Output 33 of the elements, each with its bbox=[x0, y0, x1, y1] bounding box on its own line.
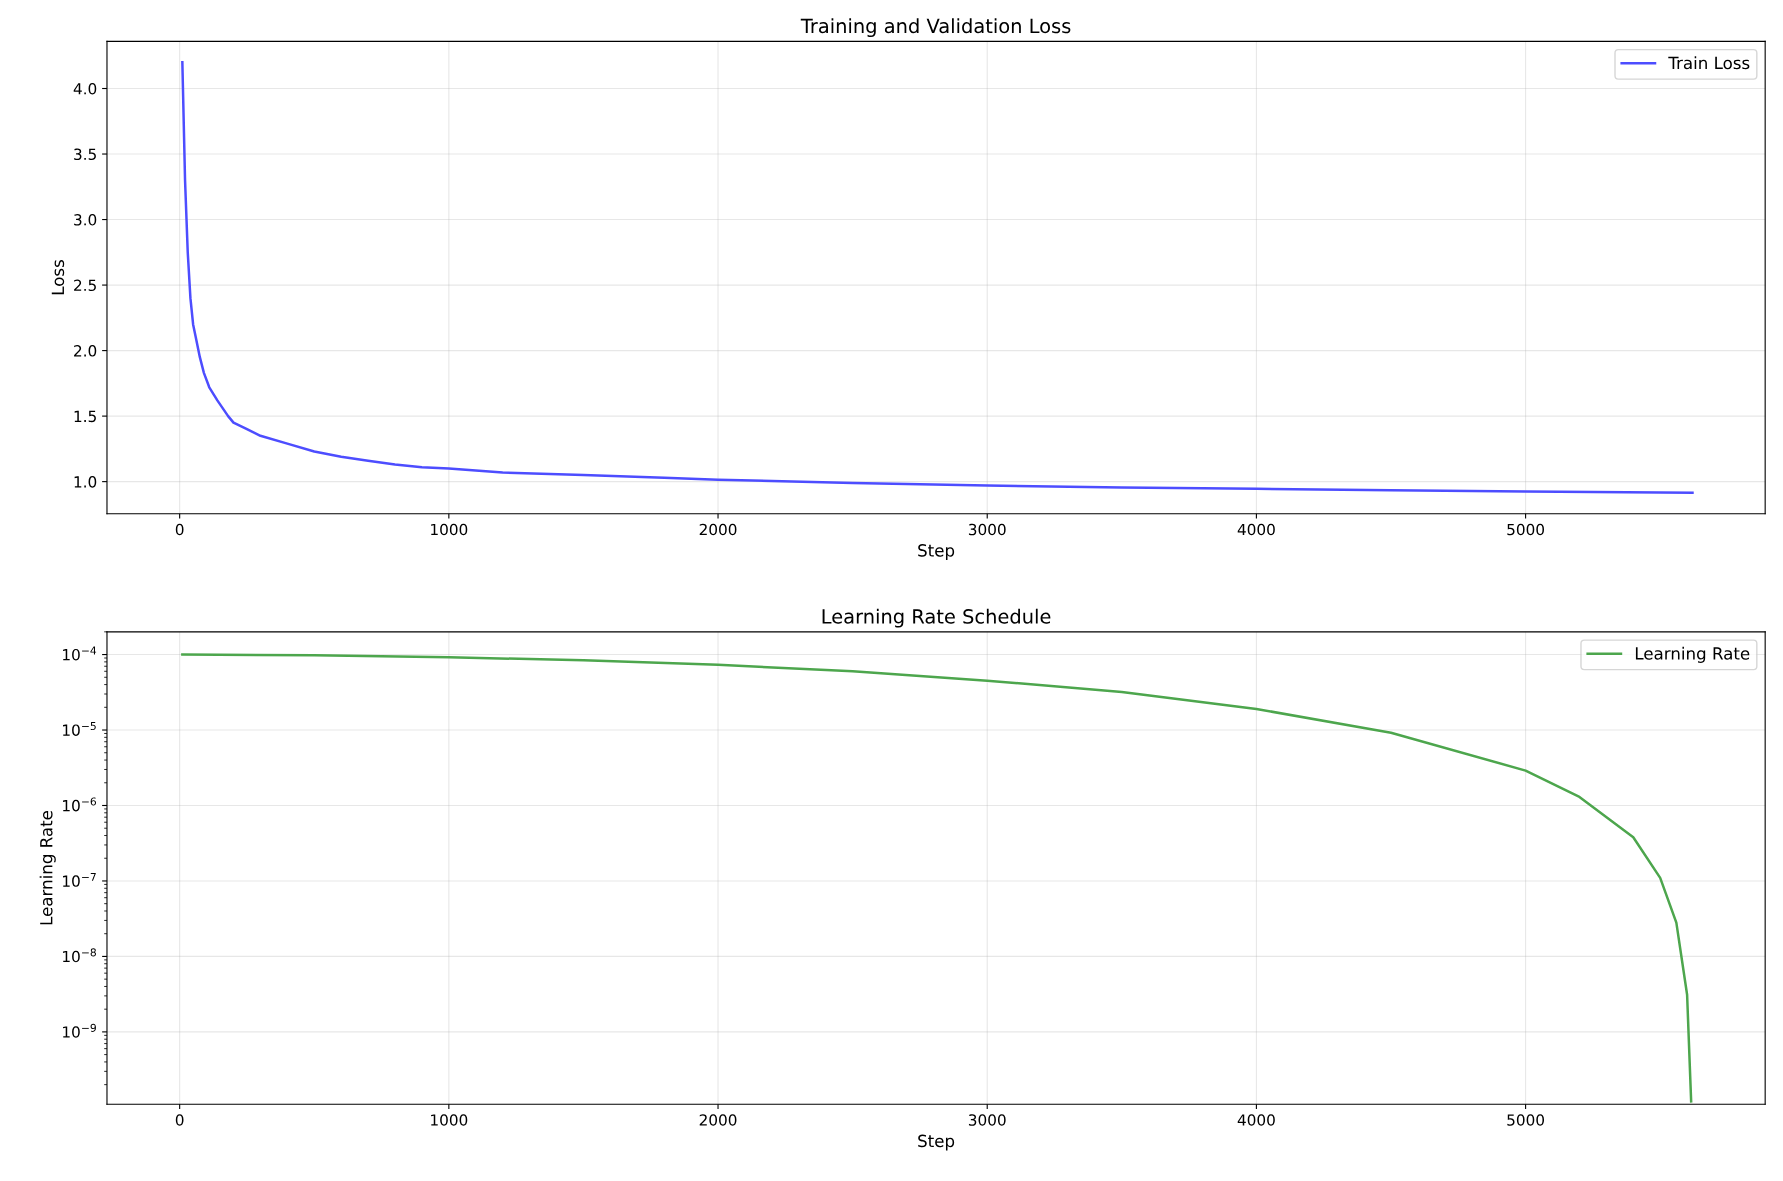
y-axis-title: Learning Rate bbox=[39, 810, 56, 925]
y-tick-label: 10$^{−8}$ bbox=[63, 948, 96, 963]
x-tick-label: 0 bbox=[175, 523, 184, 536]
y-tick-label: 1.5 bbox=[74, 410, 96, 423]
legend-label: Train Loss bbox=[1668, 56, 1750, 70]
x-tick-label: 1000 bbox=[431, 523, 468, 536]
x-tick-label: 3000 bbox=[968, 523, 1006, 536]
y-tick-label: 10$^{−7}$ bbox=[63, 873, 96, 887]
y-tick-label: 2.5 bbox=[74, 279, 96, 292]
chart-title: Training and Validation Loss bbox=[800, 18, 1071, 38]
x-tick-label: 3000 bbox=[968, 1114, 1006, 1126]
y-tick-label: 10$^{−9}$ bbox=[63, 1023, 96, 1038]
x-axis-title: Step bbox=[918, 544, 955, 560]
x-tick-label: 5000 bbox=[1507, 523, 1545, 536]
y-tick-label: 10$^{−4}$ bbox=[63, 646, 97, 661]
y-axis-title: Loss bbox=[51, 260, 65, 295]
y-tick-label: 3.0 bbox=[74, 214, 97, 226]
legend-label: Learning Rate bbox=[1635, 646, 1750, 663]
x-tick-label: 0 bbox=[175, 1114, 184, 1126]
y-tick-label: 10$^{−6}$ bbox=[63, 797, 97, 812]
x-tick-label: 1000 bbox=[431, 1114, 468, 1126]
x-tick-label: 5000 bbox=[1507, 1114, 1545, 1126]
x-tick-label: 2000 bbox=[699, 1114, 737, 1126]
y-tick-label: 1.0 bbox=[74, 476, 97, 488]
x-axis-title: Step bbox=[918, 1134, 955, 1151]
x-tick-label: 4000 bbox=[1237, 523, 1275, 536]
y-tick-label: 10$^{−5}$ bbox=[63, 722, 96, 736]
y-tick-label: 3.5 bbox=[74, 148, 96, 161]
x-tick-label: 2000 bbox=[699, 523, 737, 536]
chart-title: Learning Rate Schedule bbox=[822, 608, 1051, 628]
y-tick-label: 4.0 bbox=[73, 82, 97, 95]
y-tick-label: 2.0 bbox=[74, 345, 97, 357]
x-tick-label: 4000 bbox=[1237, 1114, 1275, 1126]
